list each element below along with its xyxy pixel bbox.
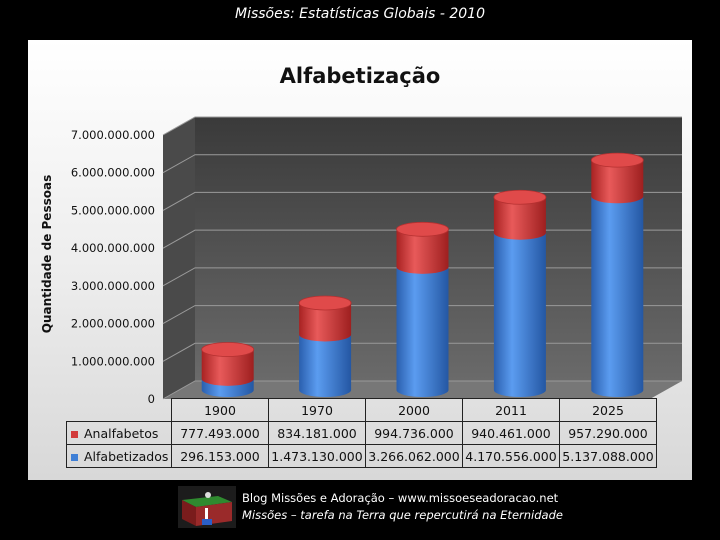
- y-tick-label: 2.000.000.000: [71, 317, 155, 331]
- slide-caption: Missões: Estatísticas Globais - 2010: [234, 6, 485, 22]
- bar-analfabetos: [591, 160, 644, 204]
- legend-swatch-red: [71, 430, 78, 438]
- bar-alfabetizados: [299, 334, 352, 398]
- y-tick-label: 7.000.000.000: [71, 128, 155, 142]
- table-cell: 957.290.000: [559, 421, 657, 445]
- y-tick-label: 5.000.000.000: [71, 203, 155, 217]
- chart-plot: 01.000.000.0002.000.000.0003.000.000.000…: [40, 116, 682, 406]
- category-label: 2025: [559, 398, 657, 422]
- y-axis-title: Quantidade de Pessoas: [40, 175, 54, 333]
- category-label: 2000: [365, 398, 463, 422]
- chart-title: Alfabetização: [279, 64, 441, 88]
- legend-entry-alfabetizados: Alfabetizados: [66, 444, 172, 468]
- footer-blog-line: Blog Missões e Adoração – www.missoesead…: [242, 491, 559, 505]
- bar-top-cap: [493, 189, 547, 205]
- bar-stack: [493, 189, 547, 397]
- bar-top-cap: [298, 295, 352, 311]
- bar-stack: [396, 221, 449, 397]
- table-cell: 1.473.130.000: [268, 444, 366, 468]
- bar-analfabetos: [396, 229, 449, 274]
- bar-stack: [201, 342, 255, 397]
- table-cell: 994.736.000: [365, 421, 463, 445]
- category-label: 2011: [462, 398, 560, 422]
- bar-alfabetizados: [493, 232, 546, 397]
- table-cell: 296.153.000: [171, 444, 269, 468]
- category-label: 1900: [171, 398, 269, 422]
- bar-top-cap: [201, 342, 255, 357]
- data-table: 1900 1970 2000 2011 2025 Analfabetos 777…: [66, 398, 657, 468]
- bar-analfabetos: [493, 197, 546, 240]
- bar-stack: [298, 295, 352, 398]
- table-row: Alfabetizados 296.153.000 1.473.130.000 …: [66, 444, 657, 468]
- table-cell: 834.181.000: [268, 421, 366, 445]
- y-tick-label: 1.000.000.000: [71, 354, 155, 368]
- y-tick-label: 4.000.000.000: [71, 241, 155, 255]
- table-cell: 4.170.556.000: [462, 444, 560, 468]
- bar-analfabetos: [201, 349, 254, 386]
- legend-swatch-blue: [71, 453, 78, 461]
- legend-entry-analfabetos: Analfabetos: [66, 421, 172, 445]
- gridline: [162, 154, 682, 174]
- table-cell: 5.137.088.000: [559, 444, 657, 468]
- bar-alfabetizados: [591, 196, 644, 398]
- table-cell: 777.493.000: [171, 421, 269, 445]
- y-tick-label: 3.000.000.000: [71, 279, 155, 293]
- bar-top-cap: [590, 152, 644, 168]
- footer-tagline: Missões – tarefa na Terra que repercutir…: [242, 508, 563, 522]
- footer-text: Blog Missões e Adoração – www.missoesead…: [242, 490, 563, 524]
- bar-top-cap: [396, 221, 449, 237]
- y-tick-label: 6.000.000.000: [71, 166, 155, 180]
- chart-side-wall: [163, 117, 195, 399]
- bar-alfabetizados: [396, 266, 449, 397]
- bar-analfabetos: [299, 302, 352, 342]
- table-cell: 3.266.062.000: [365, 444, 463, 468]
- table-header-row: 1900 1970 2000 2011 2025: [66, 398, 657, 422]
- blog-logo-icon: [178, 486, 236, 528]
- gridline: [162, 116, 682, 136]
- table-cell: 940.461.000: [462, 421, 560, 445]
- table-row: Analfabetos 777.493.000 834.181.000 994.…: [66, 421, 657, 445]
- chart-panel: 0 1.000.000.000 2.000.000.000 3.000.000.000…: [28, 40, 692, 480]
- category-label: 1970: [268, 398, 366, 422]
- bar-stack: [590, 152, 644, 398]
